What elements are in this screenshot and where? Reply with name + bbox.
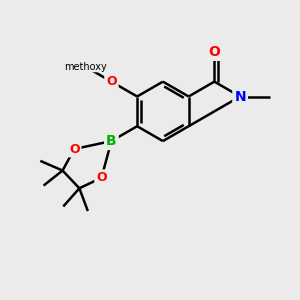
Text: O: O — [96, 171, 107, 184]
Text: N: N — [234, 89, 246, 103]
Text: O: O — [106, 75, 117, 88]
Text: B: B — [106, 134, 117, 148]
Text: methoxy: methoxy — [64, 62, 107, 72]
Text: O: O — [208, 45, 220, 59]
Text: methoxy: methoxy — [82, 66, 89, 68]
Text: O: O — [69, 142, 80, 155]
